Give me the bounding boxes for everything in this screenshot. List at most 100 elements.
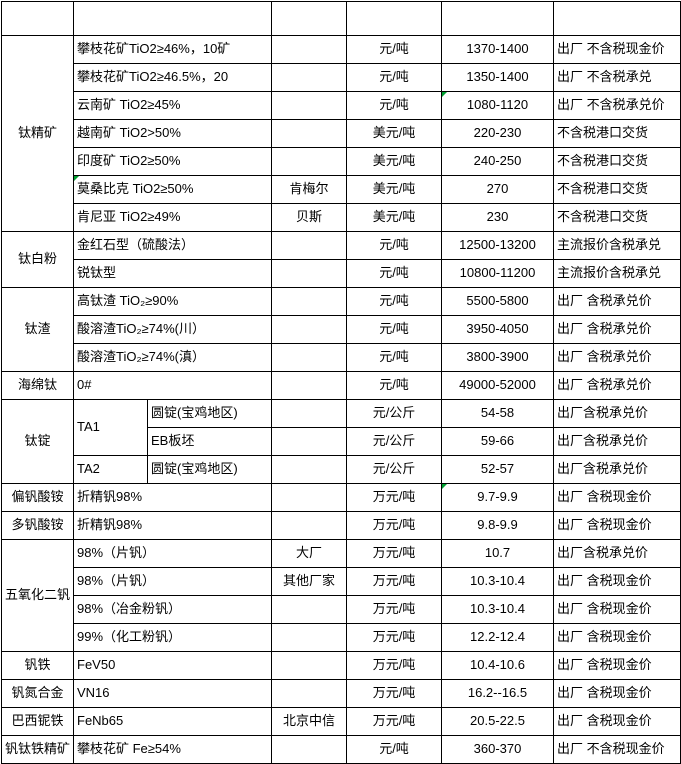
- manufacturer-cell: [271, 35, 347, 64]
- unit-cell: 元/吨: [346, 371, 442, 400]
- note-cell: 出厂含税承兑价: [553, 539, 681, 568]
- table-row: 钛锭 TA1 圆锭(宝鸡地区) 元/公斤 54-58 出厂含税承兑价: [1, 399, 681, 484]
- spec-cell: 折精钒98%: [73, 483, 272, 512]
- table-row: 98%（冶金粉钒） 万元/吨 10.3-10.4 出厂 含税现金价: [2, 595, 681, 624]
- note-cell: 不含税港口交货: [553, 147, 681, 176]
- note-cell: 出厂 含税现金价: [553, 595, 681, 624]
- table-row: 99%（化工粉钒） 万元/吨 12.2-12.4 出厂 含税现金价: [2, 623, 681, 652]
- price-cell: 1350-1400: [441, 63, 554, 92]
- price-cell: 59-66: [441, 427, 554, 456]
- unit-cell: 元/公斤: [346, 455, 442, 484]
- unit-cell: 美元/吨: [346, 203, 442, 232]
- unit-cell: 元/吨: [346, 63, 442, 92]
- column-header-spec: 规格/牌号: [73, 1, 272, 36]
- price-cell: 54-58: [441, 399, 554, 428]
- table-row: 偏钒酸铵 折精钒98% 万元/吨 9.7-9.9 出厂 含税现金价: [1, 483, 681, 512]
- spec-cell: 印度矿 TiO2≥50%: [73, 147, 272, 176]
- note-cell: 出厂含税承兑价: [553, 427, 681, 456]
- manufacturer-cell: [271, 343, 347, 372]
- note-cell: 出厂 含税现金价: [553, 483, 681, 512]
- column-header-unit: 单位: [346, 1, 442, 36]
- manufacturer-cell: [271, 231, 347, 260]
- note-cell: 出厂 不含税承兑价: [553, 91, 681, 120]
- manufacturer-cell: 其他厂家: [271, 567, 347, 596]
- unit-cell: 元/吨: [346, 231, 442, 260]
- table-row: 钛白粉 金红石型（硫酸法） 元/吨 12500-13200 主流报价含税承兑: [1, 231, 681, 288]
- spec-cell: 98%（片钒）: [73, 539, 272, 568]
- note-cell: 出厂 含税承兑价: [553, 287, 681, 316]
- manufacturer-cell: 大厂: [271, 539, 347, 568]
- spec-cell: VN16: [73, 679, 272, 708]
- manufacturer-cell: [271, 259, 347, 288]
- manufacturer-cell: [271, 595, 347, 624]
- price-cell: 10.3-10.4: [441, 567, 554, 596]
- unit-cell: 元/吨: [346, 343, 442, 372]
- manufacturer-cell: 贝斯: [271, 203, 347, 232]
- header-row: 产品 规格/牌号 生产厂家 单位 主流报价 备注: [1, 1, 681, 36]
- unit-cell: 万元/吨: [346, 511, 442, 540]
- spec-cell: 攀枝花矿 Fe≥54%: [73, 735, 272, 764]
- unit-cell: 万元/吨: [346, 567, 442, 596]
- table-row: 海绵钛 0# 元/吨 49000-52000 出厂 含税承兑价: [1, 371, 681, 400]
- table-row: 酸溶渣TiO₂≥74%(滇） 元/吨 3800-3900 出厂 含税承兑价: [2, 343, 681, 372]
- spec-cell: 酸溶渣TiO₂≥74%(川）: [73, 315, 272, 344]
- manufacturer-cell: [271, 371, 347, 400]
- column-header-product: 产品: [1, 1, 74, 36]
- note-cell: 出厂含税承兑价: [553, 455, 681, 484]
- price-cell: 1370-1400: [441, 35, 554, 64]
- spec-cell: 98%（片钒）: [73, 567, 272, 596]
- manufacturer-cell: [271, 735, 347, 764]
- price-cell: 12.2-12.4: [441, 623, 554, 652]
- table-row: 锐钛型 元/吨 10800-11200 主流报价含税承兑: [2, 259, 681, 288]
- table-row: 五氧化二钒 98%（片钒） 大厂 万元/吨 10.7 出厂含税承兑价: [1, 539, 681, 652]
- column-header-price: 主流报价: [441, 1, 554, 36]
- price-cell: 270: [441, 175, 554, 204]
- manufacturer-cell: [271, 287, 347, 316]
- price-cell: 10800-11200: [441, 259, 554, 288]
- note-cell: 出厂 含税现金价: [553, 567, 681, 596]
- manufacturer-cell: [271, 623, 347, 652]
- price-cell: 10.7: [441, 539, 554, 568]
- spec-cell: 攀枝花矿TiO2≥46.5%，20: [73, 63, 272, 92]
- table-row: 云南矿 TiO2≥45% 元/吨 1080-1120 出厂 不含税承兑价: [2, 91, 681, 120]
- note-cell: 不含税港口交货: [553, 119, 681, 148]
- note-cell: 出厂 含税现金价: [553, 679, 681, 708]
- table-row: TA2 圆锭(宝鸡地区) 元/公斤 52-57 出厂含税承兑价: [2, 455, 681, 484]
- spec-cell: FeNb65: [73, 707, 272, 736]
- price-cell: 10.4-10.6: [441, 651, 554, 680]
- table-row: 印度矿 TiO2≥50% 美元/吨 240-250 不含税港口交货: [2, 147, 681, 176]
- product-name-cell: 巴西铌铁: [1, 707, 74, 736]
- note-cell: 不含税港口交货: [553, 175, 681, 204]
- unit-cell: 元/公斤: [346, 399, 442, 428]
- spec-cell: 攀枝花矿TiO2≥46%，10矿: [73, 35, 272, 64]
- spec-cell: 折精钒98%: [73, 511, 272, 540]
- unit-cell: 元/公斤: [346, 427, 442, 456]
- spec-cell: 云南矿 TiO2≥45%: [73, 91, 272, 120]
- product-name-cell: 钒钛铁精矿: [1, 735, 74, 764]
- note-cell: 出厂 不含税现金价: [553, 735, 681, 764]
- price-cell: 12500-13200: [441, 231, 554, 260]
- manufacturer-cell: [271, 399, 347, 428]
- note-cell: 出厂 含税承兑价: [553, 315, 681, 344]
- column-header-manufacturer: 生产厂家: [271, 1, 347, 36]
- manufacturer-cell: [271, 427, 347, 456]
- price-cell: 230: [441, 203, 554, 232]
- table-row: EB板坯 元/公斤 59-66 出厂含税承兑价: [2, 427, 681, 456]
- spec-cell: 越南矿 TiO2>50%: [73, 119, 272, 148]
- table-row: 钒铁 FeV50 万元/吨 10.4-10.6 出厂 含税现金价: [1, 651, 681, 680]
- unit-cell: 元/吨: [346, 315, 442, 344]
- price-cell: 360-370: [441, 735, 554, 764]
- price-cell: 16.2--16.5: [441, 679, 554, 708]
- product-name-cell: 钛精矿: [1, 35, 74, 232]
- table-row: 钒钛铁精矿 攀枝花矿 Fe≥54% 元/吨 360-370 出厂 不含税现金价: [1, 735, 681, 764]
- unit-cell: 万元/吨: [346, 623, 442, 652]
- unit-cell: 元/吨: [346, 259, 442, 288]
- manufacturer-cell: 北京中信: [271, 707, 347, 736]
- unit-cell: 万元/吨: [346, 483, 442, 512]
- product-name-cell: 钒铁: [1, 651, 74, 680]
- table-row: 肯尼亚 TiO2≥49% 贝斯 美元/吨 230 不含税港口交货: [2, 203, 681, 232]
- table-row: 钒氮合金 VN16 万元/吨 16.2--16.5 出厂 含税现金价: [1, 679, 681, 708]
- manufacturer-cell: [271, 91, 347, 120]
- spec-cell: EB板坯: [147, 427, 272, 456]
- spec-cell: FeV50: [73, 651, 272, 680]
